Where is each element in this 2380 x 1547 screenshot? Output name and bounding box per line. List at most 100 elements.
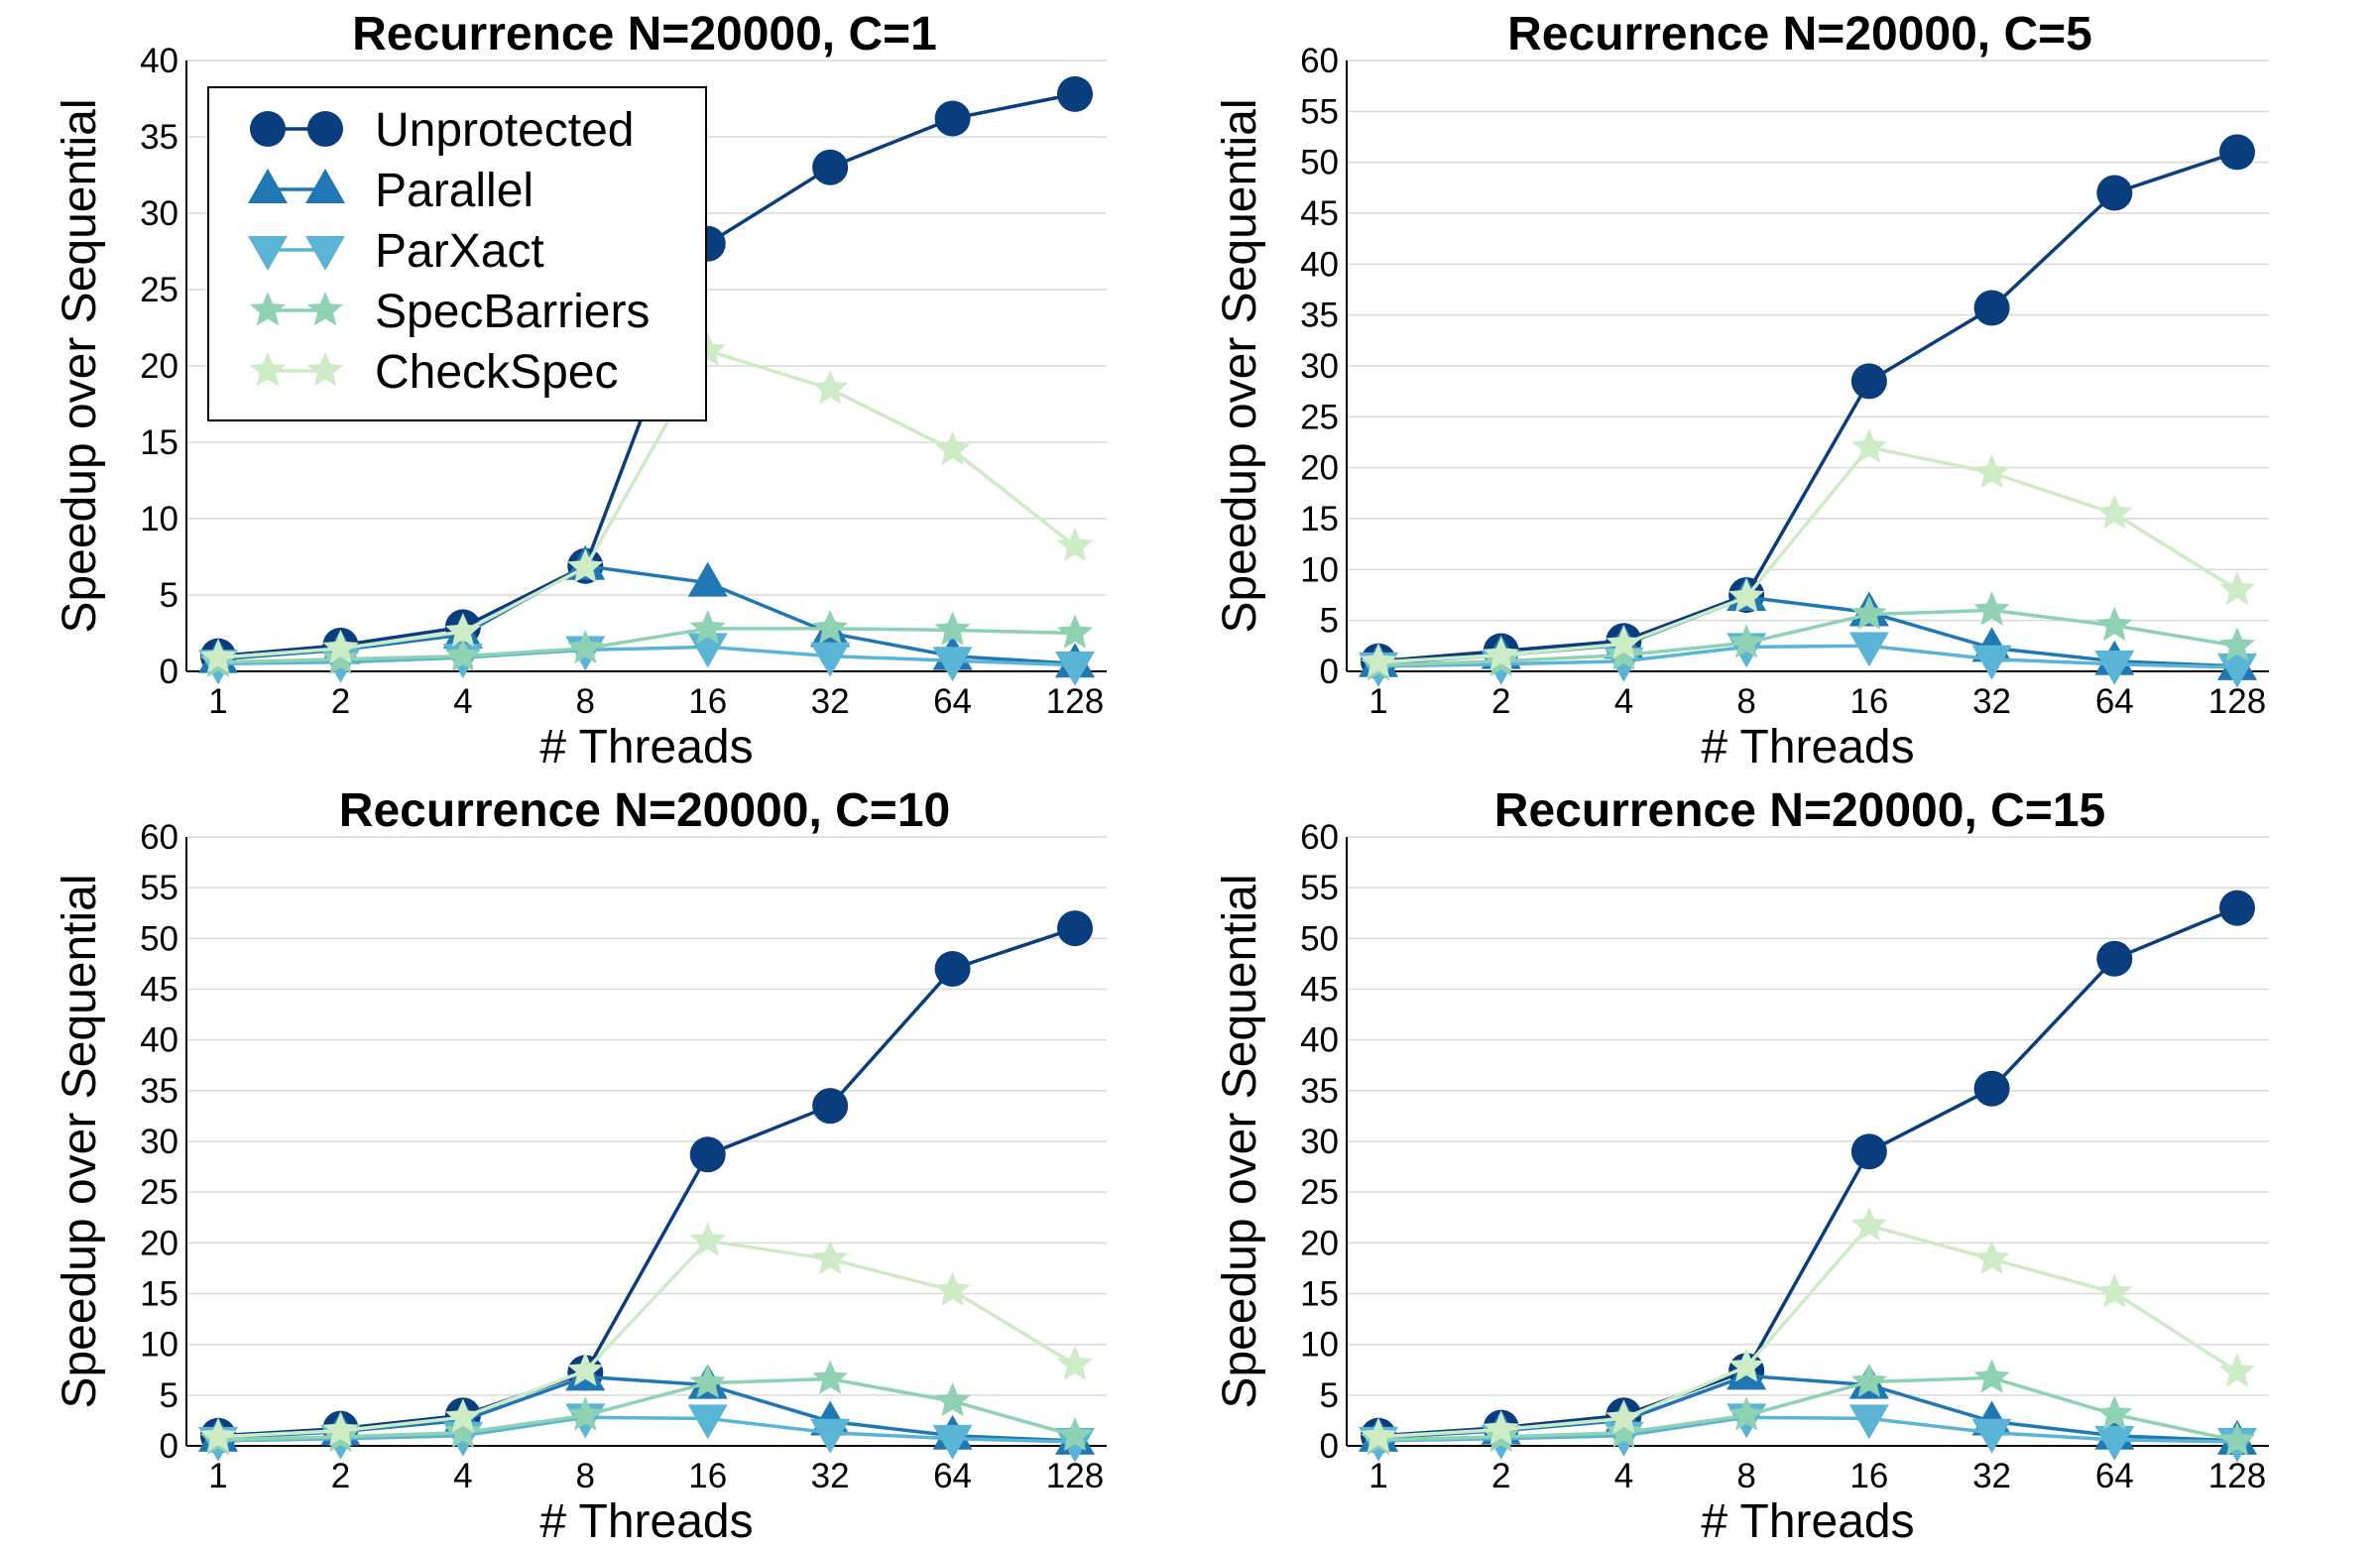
x-axis-label: # Threads bbox=[1701, 1495, 1914, 1547]
data-point bbox=[2218, 627, 2256, 661]
legend-entry-unprotected: Unprotected bbox=[250, 104, 635, 157]
y-tick-label: 20 bbox=[140, 347, 178, 386]
data-point bbox=[1850, 428, 1887, 463]
chart-title: Recurrence N=20000, C=5 bbox=[1507, 8, 2092, 60]
series-line bbox=[1377, 1375, 2238, 1443]
data-point bbox=[812, 1088, 849, 1125]
data-point bbox=[1728, 1348, 1765, 1382]
data-point bbox=[812, 1240, 849, 1275]
series-line bbox=[217, 348, 1077, 659]
y-axis-label: Speedup over Sequential bbox=[1214, 98, 1266, 633]
y-tick-label: 25 bbox=[140, 271, 178, 309]
y-tick-label: 30 bbox=[140, 1123, 178, 1161]
series-line bbox=[1377, 644, 2238, 669]
legend-marker bbox=[305, 236, 345, 271]
legend-marker bbox=[306, 292, 344, 326]
y-tick-label: 45 bbox=[140, 971, 178, 1010]
data-point bbox=[1056, 614, 1094, 649]
y-axis-label: Speedup over Sequential bbox=[54, 98, 106, 633]
legend-entry-parxact: ParXact bbox=[248, 225, 544, 278]
y-tick-label: 35 bbox=[1300, 1072, 1339, 1111]
y-tick-label: 5 bbox=[160, 576, 178, 615]
y-tick-label: 0 bbox=[1320, 1427, 1339, 1466]
y-tick-label: 15 bbox=[140, 423, 178, 462]
data-point bbox=[2217, 653, 2257, 688]
data-point bbox=[2219, 890, 2255, 926]
data-point bbox=[1973, 453, 2010, 489]
x-tick-label: 64 bbox=[2095, 682, 2134, 721]
x-tick-label: 8 bbox=[1736, 1457, 1755, 1495]
data-point bbox=[1728, 578, 1765, 613]
data-point bbox=[2218, 1421, 2256, 1457]
x-tick-label: 32 bbox=[811, 682, 850, 721]
data-point bbox=[444, 637, 481, 671]
y-axis-label: Speedup over Sequential bbox=[1214, 874, 1266, 1408]
data-point bbox=[567, 1396, 604, 1431]
x-tick-label: 8 bbox=[576, 1457, 595, 1495]
y-tick-label: 45 bbox=[1300, 971, 1339, 1010]
x-tick-label: 4 bbox=[1614, 682, 1633, 721]
x-tick-label: 1 bbox=[1368, 1457, 1387, 1495]
y-tick-label: 40 bbox=[140, 1021, 178, 1060]
data-point bbox=[2096, 1273, 2133, 1308]
y-tick-label: 25 bbox=[140, 1173, 178, 1212]
legend-marker bbox=[248, 236, 288, 271]
data-point bbox=[687, 633, 728, 668]
legend-entry-parallel: Parallel bbox=[248, 165, 534, 217]
data-point bbox=[1057, 75, 1093, 112]
data-point bbox=[934, 100, 971, 137]
data-point bbox=[1483, 636, 1519, 670]
series-line bbox=[217, 627, 1076, 664]
chart-panel-2: 0 5 10 15 20 25 30 35 40 45 50 55 60 1 2 4 8 16 32 64 128 Rec… bbox=[1214, 8, 2269, 774]
chart-title: Recurrence N=20000, C=1 bbox=[352, 8, 937, 60]
y-tick-label: 10 bbox=[140, 1326, 178, 1365]
series-line bbox=[217, 926, 1076, 1438]
series-checkspec bbox=[1360, 1206, 2256, 1453]
y-tick-label: 10 bbox=[1300, 550, 1339, 589]
x-tick-label: 64 bbox=[933, 1457, 972, 1495]
y-tick-label: 55 bbox=[140, 869, 178, 907]
data-point bbox=[1360, 643, 1397, 678]
y-tick-label: 25 bbox=[1300, 398, 1339, 436]
series-line bbox=[217, 645, 1076, 667]
data-point bbox=[1606, 636, 1642, 670]
data-point bbox=[812, 1360, 849, 1394]
data-point bbox=[1973, 1070, 2010, 1107]
series-line bbox=[1377, 445, 2238, 664]
data-point bbox=[934, 951, 971, 988]
x-tick-label: 4 bbox=[453, 682, 472, 721]
series-unprotected bbox=[1361, 890, 2255, 1454]
y-tick-label: 35 bbox=[140, 1072, 178, 1111]
data-point bbox=[199, 1417, 237, 1453]
data-point bbox=[1848, 632, 1889, 667]
x-tick-label: 2 bbox=[1491, 682, 1510, 721]
data-point bbox=[1055, 651, 1095, 686]
data-point bbox=[1973, 1240, 2010, 1275]
x-tick-label: 2 bbox=[331, 682, 350, 721]
y-tick-label: 15 bbox=[1300, 1275, 1339, 1314]
data-point bbox=[567, 1352, 604, 1386]
data-point bbox=[322, 640, 359, 675]
data-point bbox=[934, 1271, 971, 1306]
x-tick-label: 4 bbox=[453, 1457, 472, 1495]
y-tick-label: 15 bbox=[1300, 500, 1339, 538]
data-point bbox=[812, 370, 849, 405]
data-point bbox=[444, 1413, 481, 1449]
legend-marker bbox=[306, 352, 344, 387]
x-tick-label: 64 bbox=[2095, 1457, 2134, 1495]
series-unprotected bbox=[200, 910, 1093, 1454]
data-point bbox=[199, 639, 237, 673]
legend-entry-checkspec: CheckSpec bbox=[249, 346, 618, 399]
data-point bbox=[1973, 591, 2010, 626]
legend-marker bbox=[305, 169, 345, 203]
x-tick-label: 128 bbox=[1046, 682, 1104, 721]
data-point bbox=[1850, 1133, 1887, 1170]
legend-marker bbox=[250, 111, 286, 147]
data-point bbox=[934, 430, 971, 466]
series-line bbox=[217, 1239, 1076, 1439]
data-point bbox=[2218, 570, 2256, 606]
y-tick-label: 30 bbox=[1300, 1123, 1339, 1161]
x-tick-label: 2 bbox=[1491, 1457, 1510, 1495]
data-point bbox=[2096, 606, 2133, 642]
data-point bbox=[1973, 1359, 2010, 1393]
